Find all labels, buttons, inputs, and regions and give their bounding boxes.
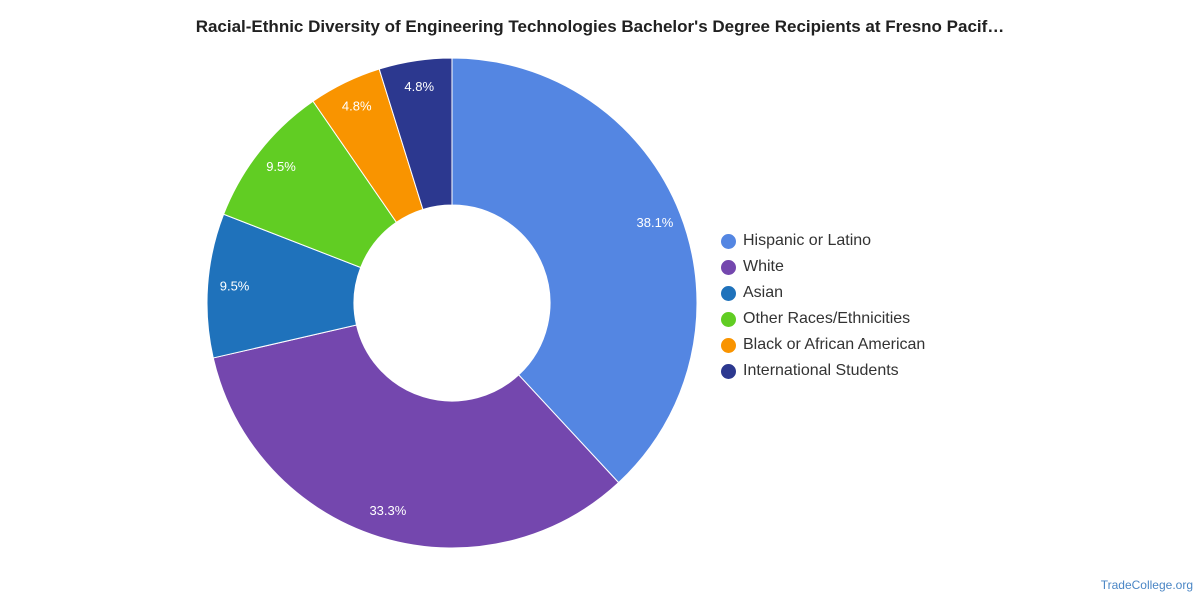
legend-label: White bbox=[743, 258, 784, 275]
legend-swatch bbox=[721, 233, 736, 249]
slice-label: 38.1% bbox=[637, 215, 674, 230]
chart-title: Racial-Ethnic Diversity of Engineering T… bbox=[195, 17, 1005, 36]
legend-label: Asian bbox=[743, 284, 784, 301]
legend-item[interactable]: Other Races/Ethnicities bbox=[721, 306, 925, 332]
legend-item[interactable]: Black or African American bbox=[721, 332, 925, 358]
slice-white[interactable] bbox=[212, 324, 620, 549]
slice-label: 4.8% bbox=[342, 98, 372, 113]
legend-item[interactable]: White bbox=[721, 254, 925, 280]
legend-label: Hispanic or Latino bbox=[743, 232, 872, 249]
slice-hispanic-or-latino[interactable] bbox=[451, 57, 698, 484]
source-credit[interactable]: TradeCollege.org bbox=[1100, 578, 1193, 592]
legend-item[interactable]: Hispanic or Latino bbox=[721, 228, 925, 254]
legend-swatch bbox=[721, 337, 736, 353]
legend-label: Black or African American bbox=[743, 336, 926, 353]
legend-label: Other Races/Ethnicities bbox=[743, 310, 911, 327]
legend-swatch bbox=[721, 311, 736, 327]
legend-label: International Students bbox=[743, 362, 899, 379]
slice-label: 33.3% bbox=[369, 503, 406, 518]
legend-swatch bbox=[721, 259, 736, 275]
legend-swatch bbox=[721, 285, 736, 301]
slice-international-students[interactable] bbox=[378, 57, 453, 211]
chart-legend: Hispanic or Latino White Asian Other Races/… bbox=[721, 228, 925, 384]
slice-label: 4.8% bbox=[404, 79, 434, 94]
slice-label: 9.5% bbox=[220, 279, 250, 294]
slice-label: 9.5% bbox=[266, 159, 296, 174]
legend-item[interactable]: International Students bbox=[721, 358, 925, 384]
legend-swatch bbox=[721, 363, 736, 379]
legend-item[interactable]: Asian bbox=[721, 280, 925, 306]
